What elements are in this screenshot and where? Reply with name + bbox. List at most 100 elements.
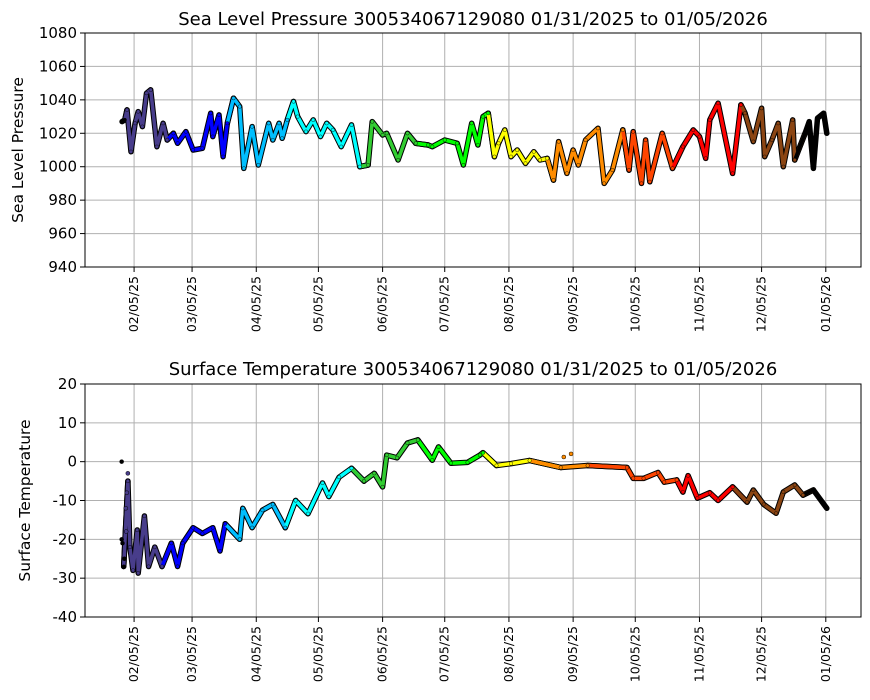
data-point xyxy=(751,488,756,493)
data-point xyxy=(631,129,636,134)
data-point xyxy=(349,122,354,127)
data-point xyxy=(697,134,702,139)
x-tick-label: 09/05/25 xyxy=(565,276,580,332)
data-point xyxy=(237,104,242,109)
y-tick-label: 1060 xyxy=(39,57,77,75)
data-point xyxy=(161,121,166,126)
data-point xyxy=(384,131,389,136)
y-tick-label: -30 xyxy=(53,569,78,587)
data-point xyxy=(250,525,255,530)
data-point xyxy=(781,489,786,494)
data-point xyxy=(509,154,514,159)
y-tick-label: 940 xyxy=(48,258,77,276)
data-point xyxy=(384,453,389,458)
data-point xyxy=(639,181,644,186)
data-point xyxy=(191,147,196,152)
data-point xyxy=(366,163,371,168)
data-point xyxy=(465,460,470,465)
y-tick-label: 980 xyxy=(48,191,77,209)
data-point xyxy=(627,168,632,173)
x-tick-label: 08/05/25 xyxy=(501,276,516,332)
data-point xyxy=(716,498,721,503)
data-point xyxy=(293,498,298,503)
data-point xyxy=(283,525,288,530)
data-point xyxy=(210,525,215,530)
series-outline xyxy=(284,98,371,170)
data-point xyxy=(436,444,441,449)
data-point xyxy=(123,506,129,511)
x-tick-label: 11/05/25 xyxy=(691,276,706,332)
data-point xyxy=(413,141,418,146)
data-point xyxy=(208,111,213,116)
data-point xyxy=(537,158,542,163)
x-tick-label: 10/05/25 xyxy=(627,626,642,682)
data-point xyxy=(218,548,223,553)
x-tick-label: 12/05/25 xyxy=(754,626,769,682)
data-point xyxy=(339,144,344,149)
data-point xyxy=(119,537,124,542)
data-point xyxy=(125,471,131,476)
data-point xyxy=(811,488,816,493)
data-point xyxy=(561,454,567,460)
series-line xyxy=(674,473,749,504)
data-point xyxy=(610,168,615,173)
x-tick-label: 03/05/25 xyxy=(184,626,199,682)
data-point xyxy=(124,490,130,495)
data-point xyxy=(291,99,296,104)
data-point xyxy=(707,117,712,122)
data-point xyxy=(680,489,685,494)
data-point xyxy=(372,471,377,476)
x-tick-label: 07/05/25 xyxy=(437,626,452,682)
data-point xyxy=(481,450,486,455)
data-point xyxy=(240,506,245,511)
data-point xyxy=(120,540,125,546)
data-point xyxy=(558,465,563,470)
data-point xyxy=(200,531,205,536)
y-tick-label: 1000 xyxy=(39,158,77,176)
y-tick-label: -40 xyxy=(53,608,78,626)
data-point xyxy=(761,502,766,507)
data-point xyxy=(125,107,130,112)
data-point xyxy=(602,181,607,186)
data-point xyxy=(216,112,221,117)
data-point xyxy=(776,121,781,126)
data-point xyxy=(318,134,323,139)
data-point xyxy=(361,479,366,484)
data-point xyxy=(133,121,138,126)
data-point xyxy=(295,114,300,119)
data-point xyxy=(647,179,652,184)
data-point xyxy=(730,171,735,176)
data-point xyxy=(303,129,308,134)
data-point xyxy=(595,126,600,131)
data-point xyxy=(415,437,420,442)
x-tick-label: 07/05/25 xyxy=(437,276,452,332)
data-point xyxy=(564,171,569,176)
data-point xyxy=(585,463,590,468)
x-tick-label: 01/05/26 xyxy=(818,276,833,332)
data-point xyxy=(824,131,829,136)
data-point xyxy=(370,119,375,124)
data-point xyxy=(509,461,514,466)
series-line xyxy=(670,101,747,176)
pressure-chart: 02/05/25 03/05/25 04/05/25 05/05/25 06/05/25… xyxy=(9,9,862,332)
data-point xyxy=(686,473,691,478)
data-point xyxy=(136,109,141,114)
x-tick-label: 04/05/25 xyxy=(248,626,263,682)
series-line xyxy=(285,99,370,169)
data-point xyxy=(624,465,629,470)
series-outline xyxy=(282,465,367,531)
data-point xyxy=(306,511,311,516)
data-point xyxy=(801,493,806,498)
data-point xyxy=(769,137,774,142)
data-point xyxy=(430,458,435,463)
data-point xyxy=(241,166,246,171)
data-point xyxy=(674,477,679,482)
data-point xyxy=(231,96,236,101)
data-point xyxy=(221,154,226,159)
data-point xyxy=(324,121,329,126)
data-point xyxy=(477,453,482,458)
data-point xyxy=(320,481,325,486)
data-point xyxy=(496,141,501,146)
data-point xyxy=(357,164,362,169)
data-point xyxy=(122,117,127,122)
